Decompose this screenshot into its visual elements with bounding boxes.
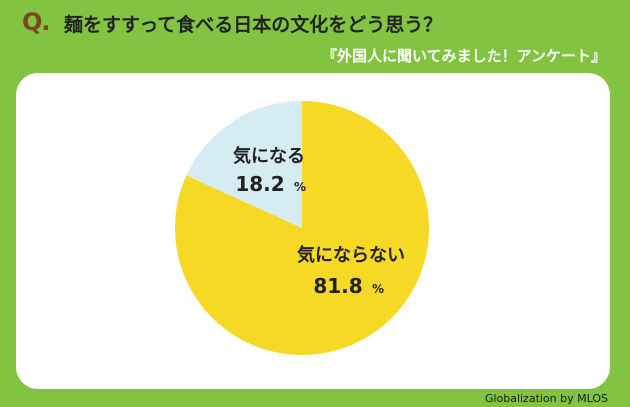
slice-unit-minor: % <box>294 180 306 194</box>
chart-panel: 気になる 18.2 % 気にならない 81.8 % <box>16 73 610 389</box>
survey-subtitle: 『外国人に聞いてみました！アンケート』 <box>322 47 606 65</box>
credit-text: Globalization by MLOS <box>484 392 608 405</box>
slice-value-main: 81.8 <box>313 274 362 298</box>
slice-unit-main: % <box>372 282 384 296</box>
slice-label-main: 気にならない <box>297 244 405 266</box>
pie-chart: 気になる 18.2 % 気にならない 81.8 % <box>174 101 429 355</box>
pie-slice-main <box>174 101 429 355</box>
slice-label-minor: 気になる <box>233 145 305 167</box>
question-mark: Q. <box>22 8 51 36</box>
pie-slice-minor <box>186 101 302 228</box>
question-title: 麺をすすって食べる日本の文化をどう思う？ <box>64 14 443 36</box>
slice-value-minor: 18.2 <box>235 172 284 196</box>
